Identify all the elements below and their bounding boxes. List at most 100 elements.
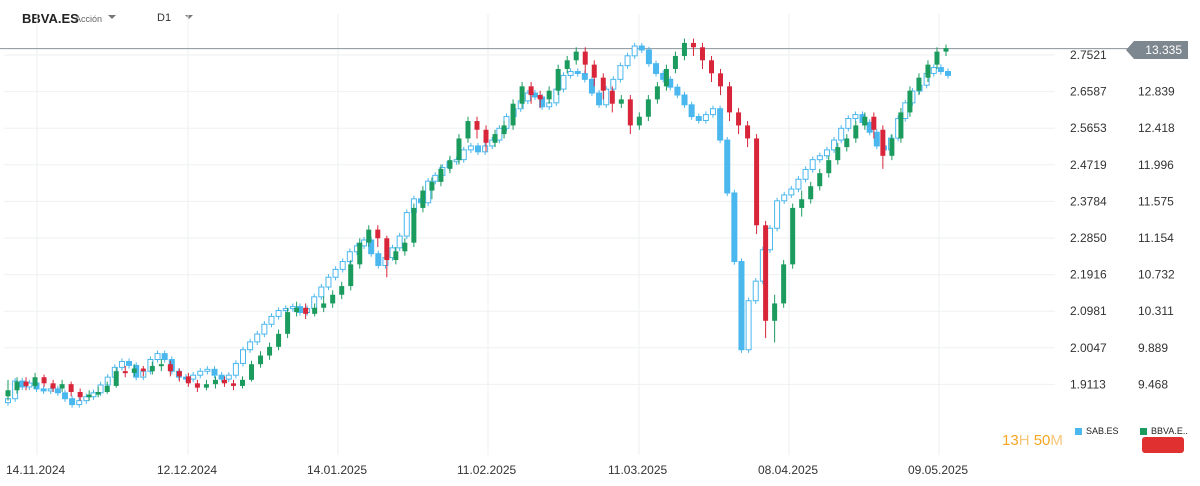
bbva-candle (167, 364, 173, 372)
sab-candle (838, 127, 845, 141)
current-price-tag: 13.335 (1126, 41, 1188, 59)
left-axis-tick-label: 1.9113 (1070, 377, 1106, 391)
sab-candle (40, 388, 47, 392)
sab-candle (432, 174, 439, 182)
bbva-candle (943, 48, 949, 52)
sab-candle (47, 388, 54, 392)
sab-candle (475, 145, 481, 153)
sab-candle (204, 368, 211, 372)
symbol-selector[interactable]: BBVA.ES (22, 11, 79, 26)
instrument-type-label: Acción (75, 14, 103, 24)
sab-candle (211, 368, 218, 376)
right-axis-tick-label: 12.839 (1138, 85, 1175, 99)
sab-candle (674, 86, 681, 96)
sab-candle (752, 280, 759, 302)
bbva-candle (357, 242, 363, 265)
bbva-candle (618, 99, 624, 104)
bbva-candle (240, 379, 245, 386)
sab-candle (574, 70, 581, 74)
bbva-candle (537, 95, 543, 100)
bbva-candle (5, 390, 11, 397)
right-axis-tick-label: 11.996 (1138, 158, 1174, 172)
bbva-candle (817, 173, 823, 187)
bbva-candle (645, 99, 651, 117)
countdown-minutes-unit: M (1050, 432, 1063, 449)
bbva-candle (745, 125, 751, 139)
legend-swatch-sab (1075, 427, 1082, 435)
bbva-candle (880, 129, 886, 156)
bbva-candle (808, 186, 814, 200)
sab-candle (774, 200, 781, 229)
sab-candle (873, 131, 880, 147)
bbva-candle (50, 383, 56, 389)
sab-candle (745, 300, 752, 351)
sab-candle (496, 127, 503, 141)
x-axis-date-label: 14.11.2024 (6, 463, 65, 477)
bbva-candle (303, 307, 309, 314)
sab-candle (90, 392, 97, 398)
bbva-candle (203, 384, 209, 388)
bbva-candle (474, 121, 480, 130)
bbva-candle (348, 264, 354, 287)
bbva-candle (853, 125, 859, 139)
sab-candle (69, 398, 76, 406)
sab-candle (197, 370, 204, 376)
sab-candle (332, 268, 339, 278)
bbva-candle (492, 134, 498, 143)
sab-candle (268, 315, 275, 325)
left-axis-tick-label: 2.6587 (1070, 85, 1107, 99)
legend-item-sab[interactable]: SAB.ES (1075, 426, 1119, 436)
sab-candle (610, 78, 617, 90)
bbva-candle (194, 383, 200, 388)
bbva-candle (420, 190, 426, 208)
bbva-candle (826, 160, 832, 174)
countdown-hours: 13 (1002, 432, 1019, 449)
sab-candle (247, 341, 254, 351)
right-axis-tick-label: 9.889 (1138, 341, 1168, 355)
bbva-candle (375, 229, 381, 239)
bbva-candle (411, 207, 417, 243)
bbva-candle (32, 377, 38, 386)
bbva-candle (681, 42, 687, 56)
sab-candle (788, 188, 795, 196)
countdown-hours-unit: H (1018, 432, 1030, 449)
bbva-candle (690, 42, 696, 48)
bbva-candle (898, 112, 904, 139)
left-axis-tick-label: 2.0047 (1070, 341, 1107, 355)
bbva-candle (727, 86, 733, 113)
timeframe-dropdown-icon[interactable] (185, 15, 193, 19)
bbva-candle (510, 103, 516, 126)
sab-candle (54, 388, 61, 394)
left-axis-tick-label: 2.5653 (1070, 121, 1107, 135)
sab-candle (61, 392, 68, 400)
bbva-candle (321, 303, 327, 308)
sab-candle (802, 168, 809, 180)
symbol-dropdown-icon[interactable] (108, 15, 116, 19)
bbva-candle (718, 73, 724, 87)
bbva-candle (636, 116, 642, 126)
bbva-candle (402, 242, 408, 252)
sab-candle (831, 139, 838, 151)
right-axis-tick-label: 9.468 (1138, 377, 1168, 391)
bbva-candle (871, 116, 877, 130)
sab-candle (638, 45, 645, 51)
sab-candle (688, 104, 695, 118)
sab-candle (902, 102, 909, 120)
timeframe-selector[interactable]: D1 (157, 12, 172, 24)
bbva-candle (709, 60, 714, 74)
bbva-candle (23, 381, 29, 386)
sab-candle (845, 118, 852, 129)
bbva-candle (384, 238, 390, 261)
bbva-candle (799, 199, 805, 208)
bbva-candle (790, 207, 796, 265)
bbva-candle (122, 371, 128, 374)
bbva-candle (330, 294, 336, 304)
legend-item-bbva[interactable]: BBVA.E.. (1140, 426, 1188, 436)
legend-label-sab: SAB.ES (1086, 426, 1119, 436)
sab-candle (710, 108, 716, 116)
bbva-candle (221, 379, 227, 384)
sab-candle (724, 139, 731, 194)
bbva-candle (627, 99, 633, 126)
bbva-candle (86, 394, 92, 398)
